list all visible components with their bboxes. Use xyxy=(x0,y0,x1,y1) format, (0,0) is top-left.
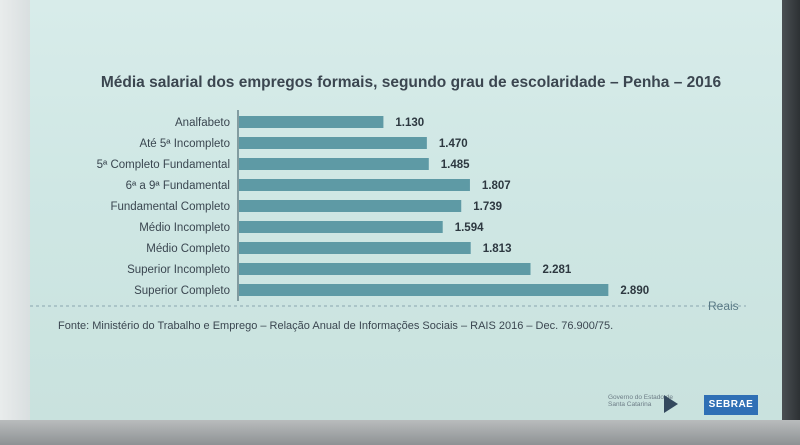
bar-chart: Analfabeto 1.130 Até 5ª Incompleto 1.470 5ª … xyxy=(30,110,746,307)
projector-screen: Média salarial dos empregos formais, seg… xyxy=(30,0,782,420)
government-logo: Governo do Estado de Santa Catarina xyxy=(608,394,674,408)
bar xyxy=(239,137,427,149)
sebrae-logo: SEBRAE xyxy=(704,395,758,415)
category-label: Médio Completo xyxy=(146,243,230,255)
source-note: Fonte: Ministério do Trabalho e Emprego … xyxy=(58,320,614,332)
room-wall-left xyxy=(0,0,30,445)
bar xyxy=(239,116,384,128)
data-label: 1.594 xyxy=(455,222,484,234)
bar xyxy=(239,242,471,254)
data-label: 1.807 xyxy=(482,180,511,192)
category-label: Médio Incompleto xyxy=(139,222,230,234)
category-label: Fundamental Completo xyxy=(110,201,230,213)
logo-group: Governo do Estado de Santa Catarina SEBR… xyxy=(608,392,768,418)
data-label: 2.281 xyxy=(543,264,572,276)
data-label: 1.485 xyxy=(441,159,470,171)
bar xyxy=(239,221,443,233)
bar xyxy=(239,284,609,296)
government-logo-arrow-icon xyxy=(664,395,678,413)
category-label: Superior Completo xyxy=(134,285,230,297)
unit-label: Reais xyxy=(708,299,739,313)
category-label: Analfabeto xyxy=(175,117,230,129)
chart-title: Média salarial dos empregos formais, seg… xyxy=(100,74,722,91)
category-label: Superior Incompleto xyxy=(127,264,230,276)
category-label: 5ª Completo Fundamental xyxy=(97,159,230,171)
data-label: 1.130 xyxy=(395,117,424,129)
room-floor xyxy=(0,420,800,445)
data-label: 2.890 xyxy=(620,285,649,297)
data-label: 1.813 xyxy=(483,243,512,255)
data-label: 1.470 xyxy=(439,138,468,150)
bar xyxy=(239,263,531,275)
room-wall-right xyxy=(782,0,800,445)
category-label: Até 5ª Incompleto xyxy=(139,138,230,150)
data-label: 1.739 xyxy=(473,201,502,213)
bar xyxy=(239,158,429,170)
category-label: 6ª a 9ª Fundamental xyxy=(126,180,230,192)
bar xyxy=(239,200,462,212)
bar xyxy=(239,179,470,191)
